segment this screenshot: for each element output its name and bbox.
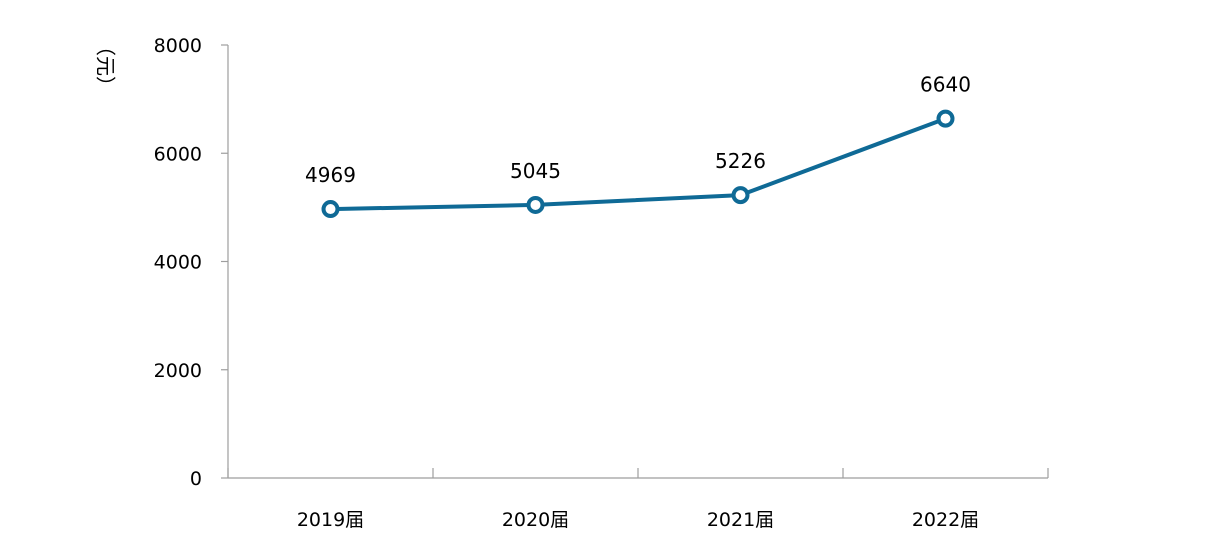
axes <box>227 45 1048 479</box>
y-axis-title: （元） <box>94 36 118 96</box>
x-ticks: 2019届 2020届 2021届 2022届 <box>227 468 1049 531</box>
x-tick-label: 2019届 <box>297 509 364 531</box>
y-ticks: 0 2000 4000 6000 8000 <box>154 35 228 490</box>
y-tick-label: 0 <box>190 468 202 490</box>
y-tick-label: 6000 <box>154 143 202 165</box>
data-label: 5045 <box>510 159 561 183</box>
data-point <box>936 109 955 128</box>
data-label: 4969 <box>305 163 356 187</box>
x-tick-label: 2022届 <box>912 509 979 531</box>
y-tick-label: 2000 <box>154 360 202 382</box>
series-line <box>330 116 947 212</box>
data-point <box>526 195 545 214</box>
x-tick-label: 2020届 <box>502 509 569 531</box>
y-axis-title-group: （元） <box>94 36 118 96</box>
data-point <box>731 186 750 205</box>
data-label: 5226 <box>715 149 766 173</box>
data-point <box>321 200 340 219</box>
y-tick-label: 4000 <box>154 252 202 274</box>
y-tick-label: 8000 <box>154 35 202 57</box>
x-tick-label: 2021届 <box>707 509 774 531</box>
series-group: 4969 5045 5226 6640 <box>305 73 971 219</box>
data-label: 6640 <box>920 73 971 97</box>
